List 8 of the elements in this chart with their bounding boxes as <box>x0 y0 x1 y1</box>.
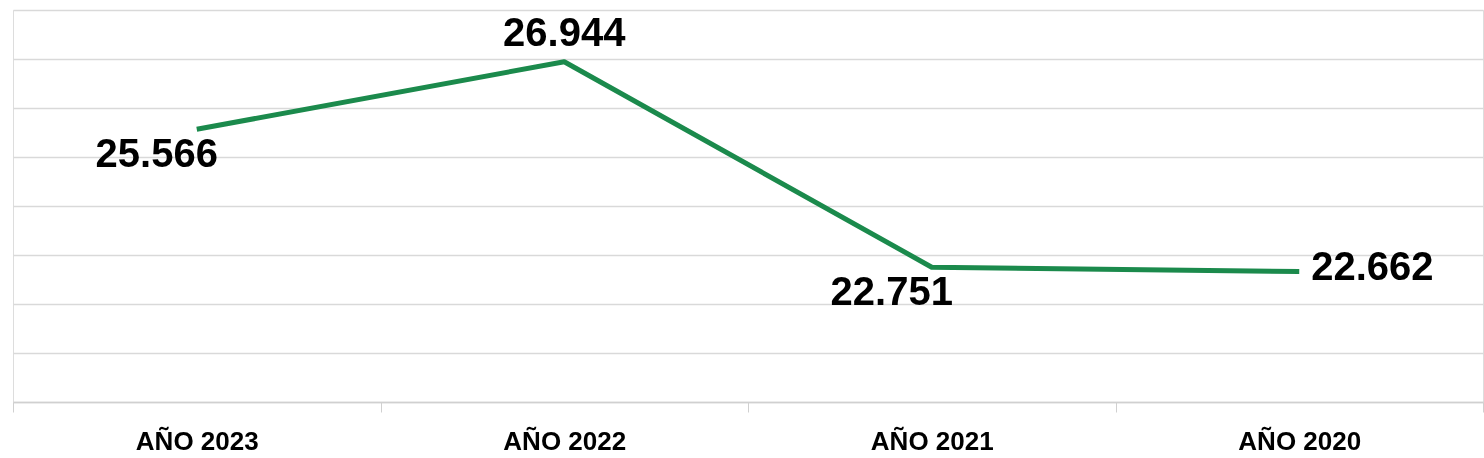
x-tick-label: AÑO 2021 <box>870 425 994 456</box>
data-label: 25.566 <box>95 131 218 176</box>
data-label: 22.751 <box>830 269 953 314</box>
x-tick-label: AÑO 2022 <box>503 425 627 456</box>
x-tick-label: AÑO 2023 <box>135 425 259 456</box>
x-tick-label: AÑO 2020 <box>1238 425 1362 456</box>
data-label: 22.662 <box>1311 243 1434 288</box>
data-label: 26.944 <box>503 9 627 54</box>
